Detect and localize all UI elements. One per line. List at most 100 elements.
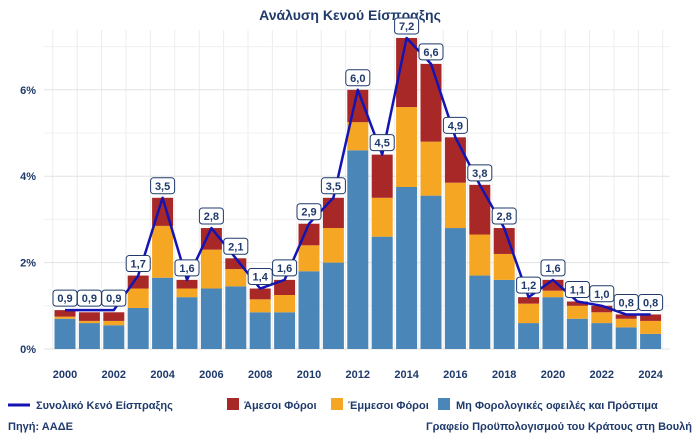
bar-segment <box>103 312 125 321</box>
bar-segment <box>298 271 320 349</box>
data-label-text: 1,6 <box>179 263 194 275</box>
data-label-box <box>198 207 224 225</box>
x-tick-label: 2018 <box>492 369 516 381</box>
data-label-text: 4,9 <box>448 120 463 132</box>
data-label: 4,9 <box>442 116 468 134</box>
data-label-text: 2,8 <box>497 211 512 223</box>
y-tick-label: 4% <box>20 171 36 183</box>
bar-segment <box>176 297 198 349</box>
bar-segment <box>54 316 76 319</box>
data-label-text: 3,5 <box>326 181 341 193</box>
data-label-text: 2,1 <box>228 241 243 253</box>
data-label: 2,9 <box>296 203 322 221</box>
data-label: 7,2 <box>394 17 420 35</box>
bar-segment <box>249 299 271 313</box>
bar-segment <box>322 262 344 349</box>
bar-segment <box>444 228 466 349</box>
bar-segment <box>200 249 222 289</box>
bar-segment <box>396 107 418 187</box>
data-label-box <box>589 285 615 303</box>
data-label-box <box>247 268 273 286</box>
data-label-text: 1,7 <box>131 259 146 271</box>
data-labels: 0,9 0,9 0,9 1,7 3,5 1,6 2,8 2,1 1,4 1,6 2,9 3,5 6,0 4… <box>52 17 664 311</box>
data-label-box <box>394 17 420 35</box>
bar-segment <box>152 225 174 278</box>
bar-segment <box>591 312 613 324</box>
bar-segment <box>54 310 76 317</box>
bar-segment <box>298 245 320 272</box>
bar-segment <box>493 253 515 280</box>
y-tick-label: 6% <box>20 85 36 97</box>
y-tick-label: 0% <box>20 344 36 356</box>
x-tick-label: 2024 <box>638 369 663 381</box>
bar-segment <box>640 314 662 321</box>
x-tick-label: 2008 <box>248 369 272 381</box>
bar-segment <box>54 318 76 349</box>
x-tick-label: 2006 <box>199 369 223 381</box>
data-label: 4,5 <box>369 134 395 152</box>
data-label-text: 0,9 <box>57 293 72 305</box>
bar-segment <box>78 312 100 321</box>
data-label-box <box>296 203 322 221</box>
data-label-box <box>272 259 298 277</box>
legend-swatch-indirect <box>331 398 343 410</box>
bar-segment <box>493 228 515 254</box>
data-label-text: 1,4 <box>253 272 269 284</box>
data-label-box <box>442 116 468 134</box>
data-label: 6,6 <box>418 43 444 61</box>
data-label-text: 0,9 <box>82 293 97 305</box>
bar-segment <box>396 187 418 349</box>
bar-segment <box>469 234 491 276</box>
data-label: 2,1 <box>223 237 249 255</box>
bar-segment <box>615 314 637 319</box>
x-tick-label: 2010 <box>297 369 321 381</box>
bar-segment <box>518 323 540 349</box>
bar-segment <box>396 37 418 108</box>
legend-swatch-nontax <box>438 398 450 410</box>
legend-label-direct: Άμεσοι Φόροι <box>244 400 317 412</box>
data-label-text: 0,9 <box>106 293 121 305</box>
bar-segment <box>347 150 369 349</box>
data-label-text: 3,5 <box>155 181 170 193</box>
data-label-box <box>418 43 444 61</box>
data-label: 2,8 <box>491 207 517 225</box>
data-label-text: 1,6 <box>277 263 292 275</box>
bar-segment <box>518 297 540 304</box>
bar-segment <box>444 137 466 183</box>
bar-segment <box>127 288 149 308</box>
x-tick-label: 2012 <box>346 369 370 381</box>
bar-segment <box>78 320 100 324</box>
data-label: 0,9 <box>76 289 102 307</box>
data-label-text: 4,5 <box>375 138 390 150</box>
bar-segment <box>274 295 296 313</box>
x-tick-label: 2000 <box>53 369 77 381</box>
legend-label-nontax: Μη Φορολογικές οφειλές και Πρόστιμα <box>456 400 658 412</box>
data-label-box <box>345 69 371 87</box>
data-label-text: 0,8 <box>619 297 634 309</box>
bar-segment <box>322 197 344 229</box>
data-label: 3,5 <box>320 177 346 195</box>
total-line <box>65 36 651 316</box>
bar-segment <box>566 301 588 306</box>
bar-segment <box>566 305 588 319</box>
data-label: 6,0 <box>345 69 371 87</box>
data-label: 1,7 <box>125 255 151 273</box>
bar-segment <box>469 184 491 235</box>
data-label: 1,6 <box>174 259 200 277</box>
bar-segment <box>298 223 320 246</box>
data-label-box <box>150 177 176 195</box>
bar-segment <box>469 275 491 349</box>
legend-label-indirect: Έμμεσοι Φόροι <box>348 400 429 412</box>
data-label: 0,9 <box>101 289 127 307</box>
data-label-text: 1,2 <box>521 280 536 292</box>
bar-segment <box>542 279 564 291</box>
bar-segment <box>249 288 271 300</box>
data-label: 1,6 <box>540 259 566 277</box>
data-label-box <box>491 207 517 225</box>
data-label: 1,6 <box>272 259 298 277</box>
data-label: 3,8 <box>467 164 493 182</box>
data-label-text: 3,8 <box>472 168 487 180</box>
data-label-text: 1,0 <box>594 289 609 301</box>
x-tick-label: 2014 <box>394 369 419 381</box>
